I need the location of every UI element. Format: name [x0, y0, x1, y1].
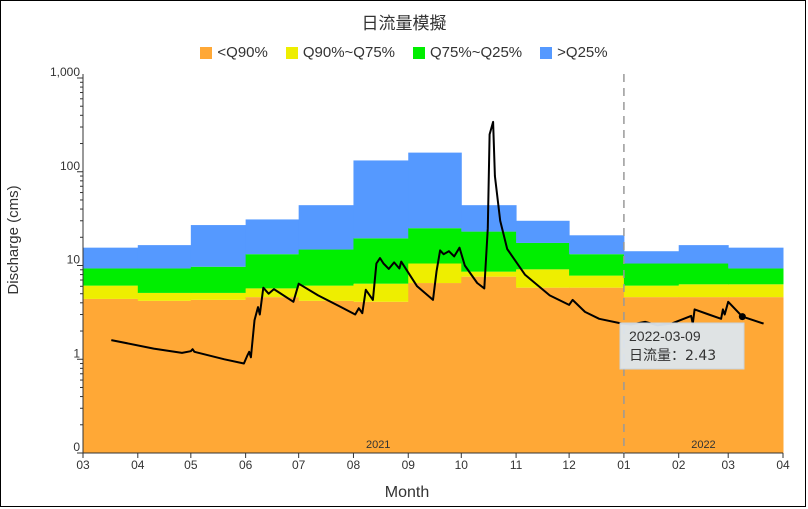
legend-swatch	[200, 46, 213, 59]
quantile-bands	[83, 152, 784, 453]
x-tick-label: 12	[562, 458, 576, 472]
band-q90-q75	[408, 263, 462, 284]
band-q90-q75	[190, 292, 247, 300]
band-above-q25	[190, 225, 247, 267]
x-axis-label: Month	[385, 484, 429, 501]
band-above-q25	[728, 247, 784, 269]
band-below-q90	[298, 300, 354, 453]
year-label: 2021	[366, 439, 390, 451]
band-q90-q75	[728, 284, 784, 298]
legend-label: Q90%~Q75%	[302, 44, 395, 61]
x-tick-label: 11	[510, 458, 523, 472]
band-q75-q25	[298, 249, 354, 286]
x-tick-label: 03	[722, 458, 736, 472]
legend-label: <Q90%	[217, 44, 268, 61]
band-below-q90	[190, 299, 247, 453]
band-q90-q75	[353, 283, 409, 302]
legend-label: Q75%~Q25%	[430, 44, 523, 61]
x-tick-label: 04	[776, 458, 790, 472]
legend-item-q25[interactable]: >Q25%	[540, 44, 608, 61]
band-q75-q25	[408, 228, 462, 264]
legend-item-q90-q75[interactable]: Q90%~Q75%	[285, 44, 395, 61]
band-above-q25	[298, 205, 354, 250]
legend-swatch	[413, 46, 425, 59]
band-q75-q25	[516, 242, 570, 270]
x-tick-label: 02	[672, 458, 686, 472]
y-tick-label: 0	[73, 440, 80, 454]
y-tick-label: 1,000	[50, 65, 80, 79]
band-below-q90	[569, 287, 625, 453]
tooltip-value: 日流量：2.43	[629, 348, 716, 364]
band-above-q25	[137, 245, 192, 269]
band-above-q25	[516, 220, 570, 243]
band-q75-q25	[137, 268, 192, 293]
band-below-q90	[83, 298, 139, 453]
y-tick-label: 100	[60, 159, 80, 173]
band-below-q90	[137, 300, 192, 453]
tooltip-box	[619, 322, 745, 370]
band-q90-q75	[516, 269, 570, 288]
x-tick-label: 08	[347, 458, 361, 472]
band-q75-q25	[728, 268, 784, 285]
legend-swatch	[540, 46, 553, 59]
band-above-q25	[83, 247, 139, 269]
year-label: 2022	[691, 439, 715, 451]
x-tick-label: 03	[76, 458, 90, 472]
y-axis-label: Discharge (cms)	[5, 185, 22, 294]
band-below-q90	[353, 301, 409, 453]
band-above-q25	[353, 160, 409, 239]
legend-swatch	[285, 46, 298, 59]
x-tick-label: 09	[402, 458, 416, 472]
tooltip-date: 2022-03-09	[629, 328, 701, 344]
band-above-q25	[245, 219, 300, 255]
band-below-q90	[516, 287, 570, 453]
band-q90-q75	[298, 285, 354, 301]
band-above-q25	[408, 152, 462, 229]
band-above-q25	[623, 251, 680, 264]
band-q75-q25	[623, 263, 680, 286]
tooltip: 2022-03-09 日流量：2.43	[619, 322, 745, 370]
band-q75-q25	[678, 263, 729, 285]
band-q90-q75	[245, 288, 300, 298]
x-tick-label: 10	[455, 458, 469, 472]
band-above-q25	[569, 235, 625, 255]
x-tick-label: 07	[292, 458, 306, 472]
band-below-q90	[623, 297, 680, 453]
band-above-q25	[678, 245, 729, 264]
band-q75-q25	[569, 254, 625, 276]
band-q75-q25	[83, 268, 139, 286]
band-q90-q75	[623, 285, 680, 298]
band-below-q90	[408, 283, 462, 453]
x-tick-label: 04	[131, 458, 145, 472]
legend-label: >Q25%	[557, 44, 608, 61]
highlight-point[interactable]	[738, 313, 746, 321]
band-q90-q75	[678, 284, 729, 298]
band-q90-q75	[461, 271, 517, 277]
chart-legend: <Q90% Q90%~Q75% Q75%~Q25% >Q25%	[0, 44, 808, 61]
y-tick-label: 10	[67, 253, 81, 267]
y-tick-label: 1	[73, 346, 80, 360]
x-tick-label: 05	[184, 458, 198, 472]
band-q90-q75	[569, 275, 625, 288]
band-q75-q25	[190, 266, 247, 293]
band-q90-q75	[83, 285, 139, 299]
band-q75-q25	[461, 231, 517, 272]
x-tick-label: 06	[239, 458, 253, 472]
legend-item-q75-q25[interactable]: Q75%~Q25%	[413, 44, 522, 61]
band-q75-q25	[245, 254, 300, 289]
band-q90-q75	[137, 292, 192, 301]
chart-title: 日流量模擬	[361, 14, 447, 34]
band-below-q90	[678, 297, 729, 453]
legend-item-q90[interactable]: <Q90%	[200, 44, 268, 61]
band-below-q90	[461, 276, 517, 453]
x-tick-label: 01	[617, 458, 631, 472]
